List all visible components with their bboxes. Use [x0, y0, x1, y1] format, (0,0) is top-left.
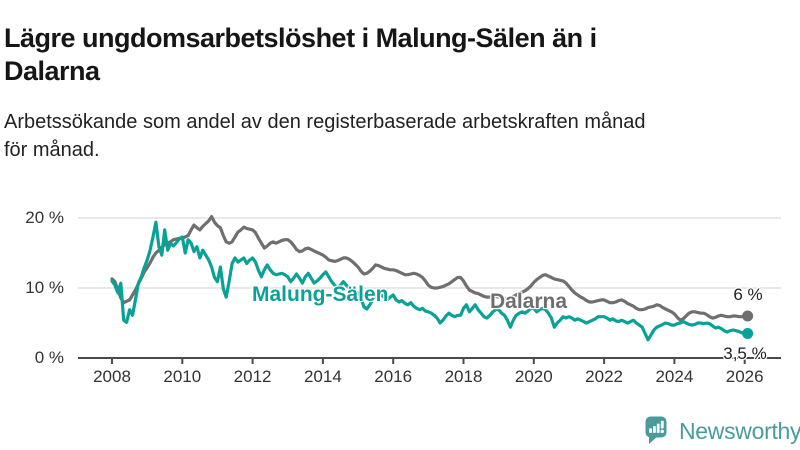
x-axis-label: 2008: [93, 367, 131, 386]
x-axis-label: 2016: [374, 367, 413, 386]
y-axis-label: 20 %: [25, 208, 64, 227]
end-value-label-malung-salen: 3,5 %: [723, 344, 767, 363]
y-axis-label: 10 %: [25, 278, 64, 297]
y-axis-label: 0 %: [34, 348, 64, 367]
x-axis-label: 2024: [655, 367, 694, 386]
x-axis-label: 2012: [233, 367, 272, 386]
x-axis-label: 2018: [444, 367, 483, 386]
newsworthy-logo: Newsworthy: [645, 416, 800, 445]
x-axis-label: 2020: [514, 367, 553, 386]
end-value-label-dalarna: 6 %: [733, 285, 763, 304]
x-axis-label: 2022: [585, 367, 623, 386]
x-axis-label: 2026: [725, 367, 764, 386]
x-axis-label: 2010: [163, 367, 202, 386]
series-end-dot-dalarna: [742, 310, 754, 322]
chart-title-line1: Lägre ungdomsarbetslöshet i Malung-Sälen…: [4, 23, 597, 54]
series-label-dalarna: Dalarna: [490, 290, 568, 313]
chart-subtitle-line1: Arbetssökande som andel av den registerb…: [4, 111, 646, 133]
chart-subtitle-line2: för månad.: [4, 139, 100, 161]
chart-subtitle: Arbetssökande som andel av den registerb…: [4, 108, 646, 164]
series-line-malung-s-len: [110, 220, 750, 342]
newsworthy-chart-bubble-icon: [645, 416, 667, 444]
series-label-malung-salen: Malung-Sälen: [252, 283, 389, 306]
x-axis-label: 2014: [303, 367, 342, 386]
series-line-dalarna: [110, 215, 750, 322]
series-end-dot-malung-s-len: [742, 328, 754, 339]
chart-title-line2: Dalarna: [4, 56, 100, 87]
chart-title: Lägre ungdomsarbetslöshet i Malung-Sälen…: [4, 22, 597, 88]
newsworthy-wordmark: Newsworthy: [679, 417, 800, 444]
